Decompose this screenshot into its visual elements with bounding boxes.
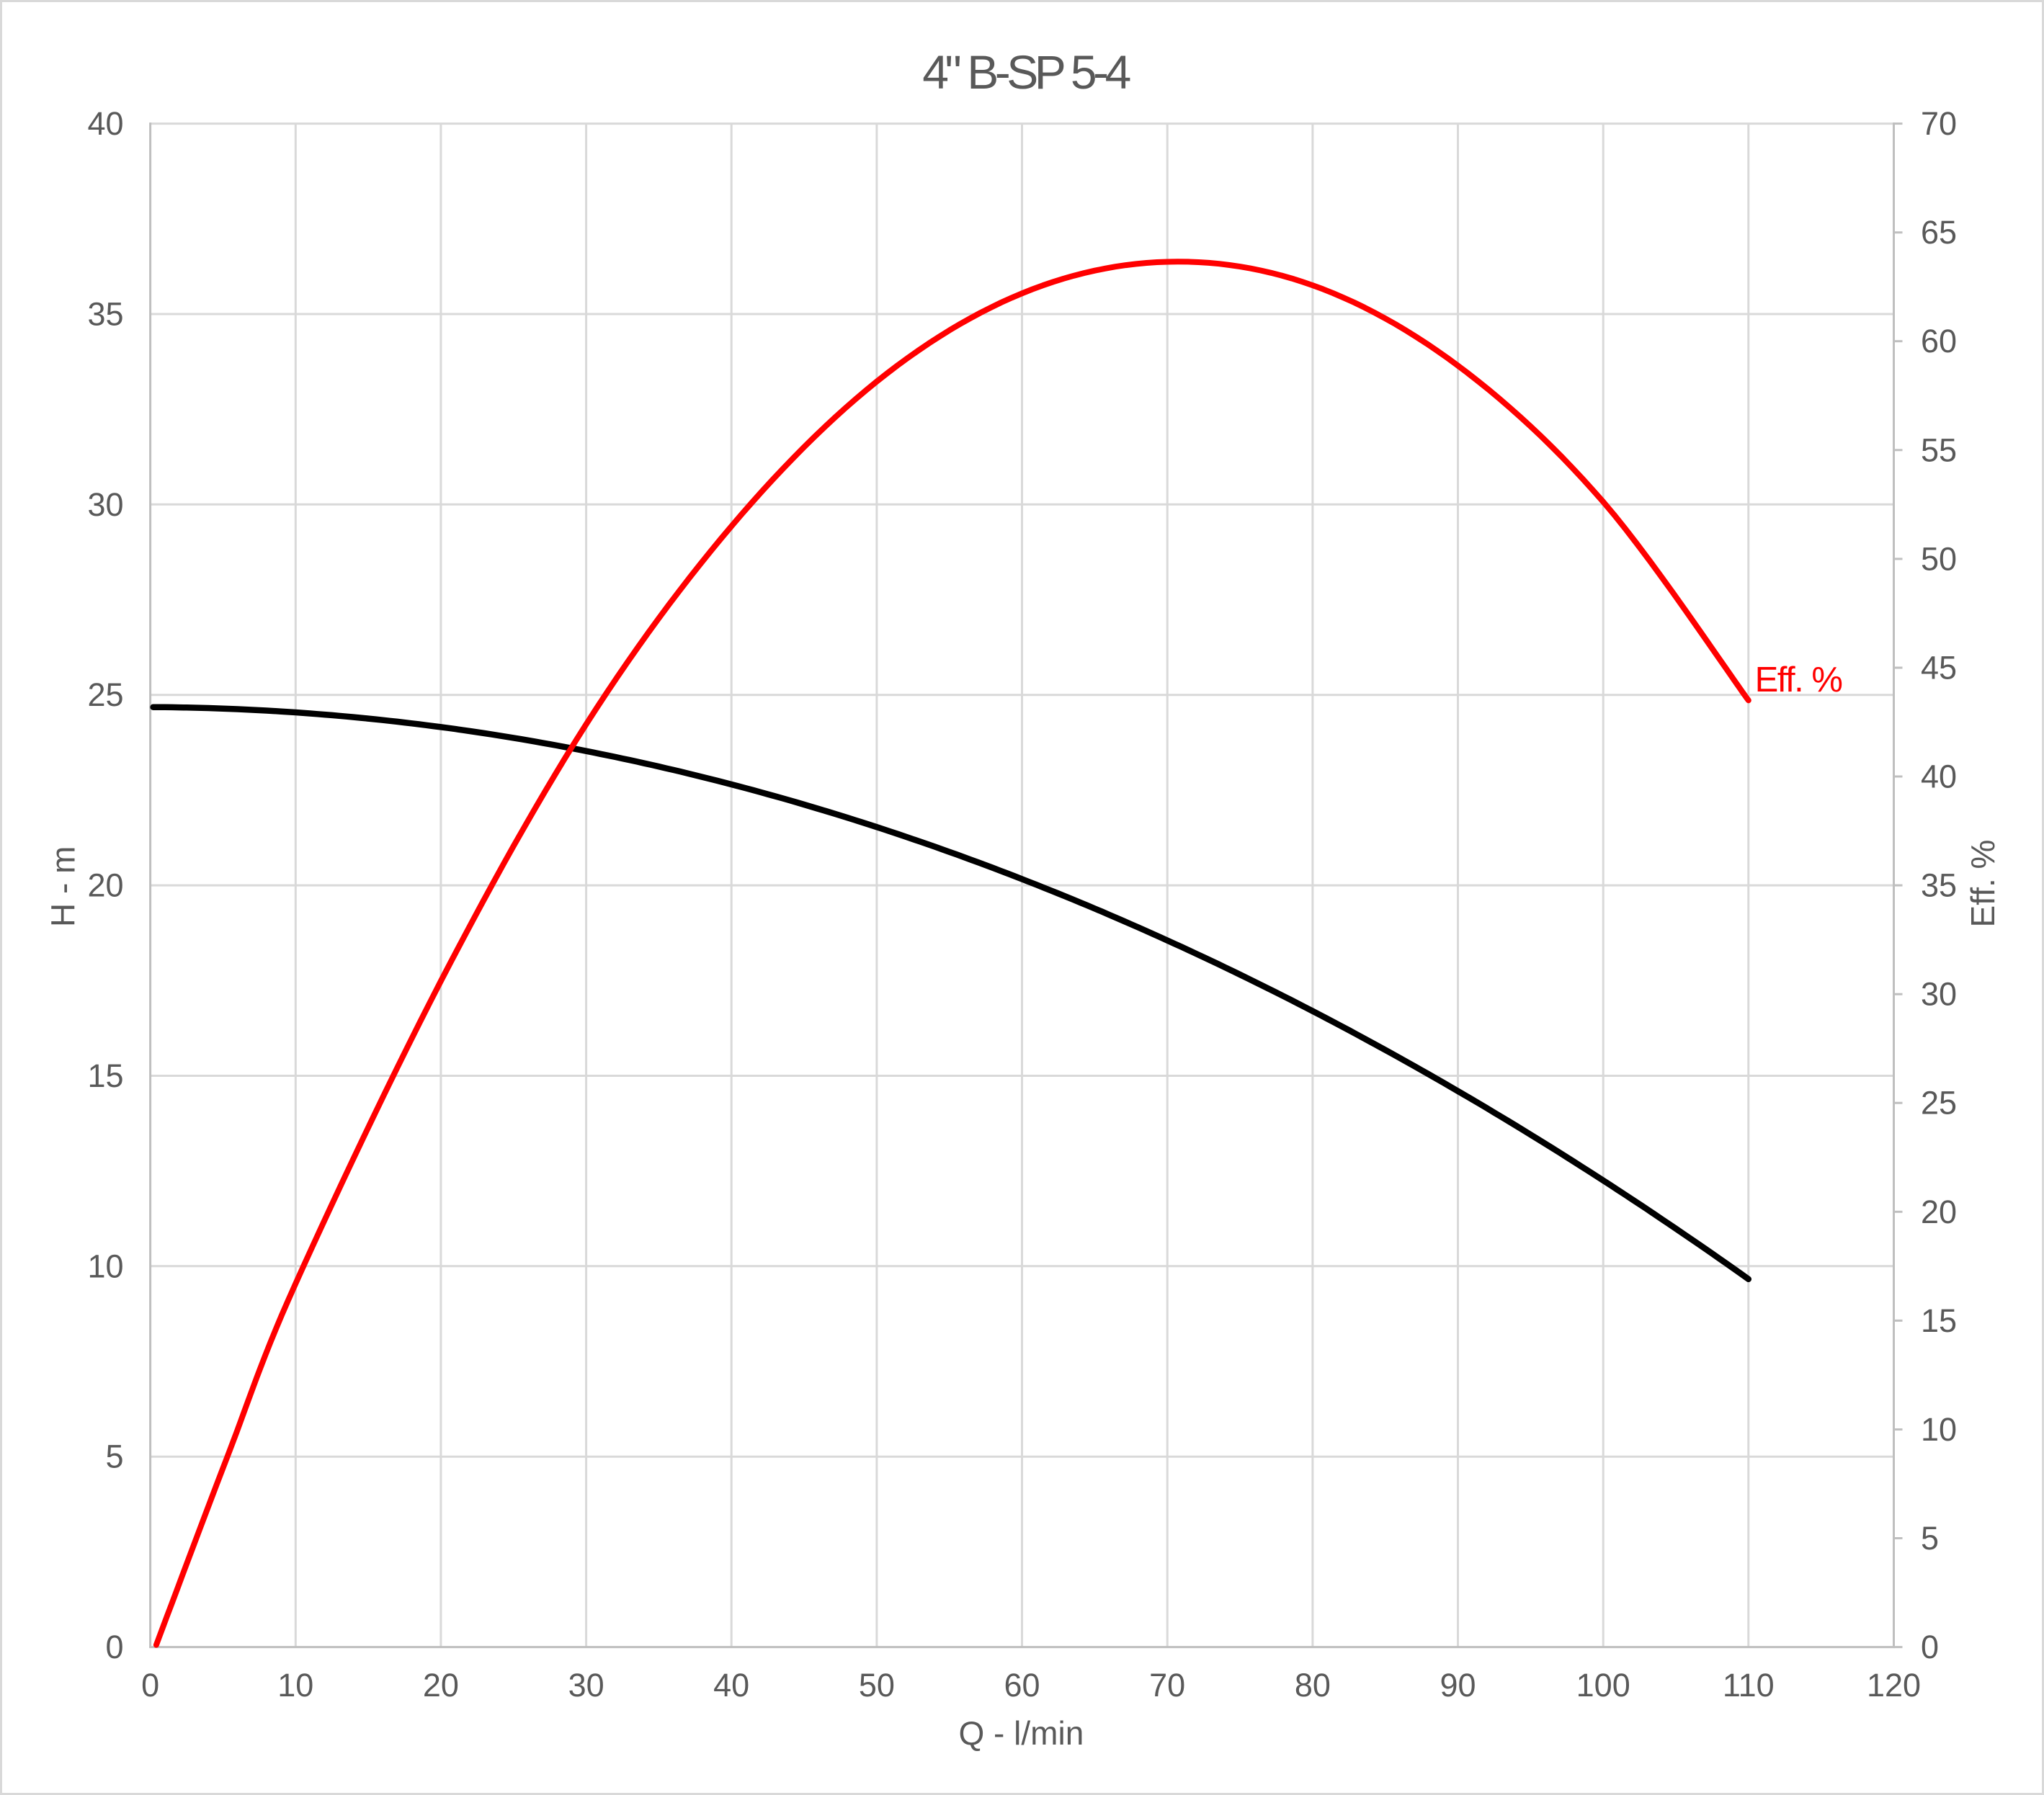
svg-text:5: 5 <box>105 1438 123 1475</box>
svg-text:110: 110 <box>1723 1667 1775 1704</box>
svg-text:Eff. %: Eff. % <box>1964 840 2001 928</box>
svg-text:60: 60 <box>1004 1667 1040 1704</box>
svg-text:10: 10 <box>1921 1411 1957 1448</box>
svg-text:55: 55 <box>1921 431 1957 468</box>
svg-text:25: 25 <box>87 676 123 713</box>
svg-text:10: 10 <box>277 1667 313 1704</box>
svg-text:25: 25 <box>1921 1085 1957 1122</box>
svg-text:20: 20 <box>1921 1194 1957 1230</box>
svg-text:30: 30 <box>568 1667 604 1704</box>
svg-text:4" B-SP 5-4: 4" B-SP 5-4 <box>922 45 1130 99</box>
svg-text:15: 15 <box>1921 1302 1957 1339</box>
svg-text:5: 5 <box>1921 1520 1939 1557</box>
svg-text:120: 120 <box>1867 1667 1921 1704</box>
svg-text:90: 90 <box>1440 1667 1476 1704</box>
svg-text:50: 50 <box>1921 540 1957 577</box>
svg-text:70: 70 <box>1149 1667 1185 1704</box>
svg-text:H - m: H - m <box>45 846 82 927</box>
svg-text:35: 35 <box>87 296 123 333</box>
svg-text:80: 80 <box>1295 1667 1331 1704</box>
svg-text:Q - l/min: Q - l/min <box>959 1714 1084 1752</box>
svg-text:40: 40 <box>1921 758 1957 795</box>
svg-text:40: 40 <box>87 105 123 142</box>
svg-text:0: 0 <box>1921 1629 1939 1665</box>
svg-text:10: 10 <box>87 1248 123 1284</box>
svg-text:20: 20 <box>87 867 123 904</box>
svg-text:20: 20 <box>423 1667 459 1704</box>
svg-text:15: 15 <box>87 1057 123 1094</box>
svg-text:60: 60 <box>1921 323 1957 359</box>
svg-text:0: 0 <box>105 1629 123 1665</box>
svg-text:35: 35 <box>1921 867 1957 904</box>
svg-text:100: 100 <box>1576 1667 1630 1704</box>
svg-text:50: 50 <box>859 1667 895 1704</box>
svg-text:30: 30 <box>87 486 123 523</box>
svg-text:30: 30 <box>1921 976 1957 1013</box>
svg-text:65: 65 <box>1921 214 1957 251</box>
svg-text:0: 0 <box>141 1667 159 1704</box>
svg-text:40: 40 <box>713 1667 749 1704</box>
svg-text:70: 70 <box>1921 105 1957 142</box>
svg-text:Eff. %: Eff. % <box>1755 661 1842 699</box>
svg-text:45: 45 <box>1921 650 1957 686</box>
